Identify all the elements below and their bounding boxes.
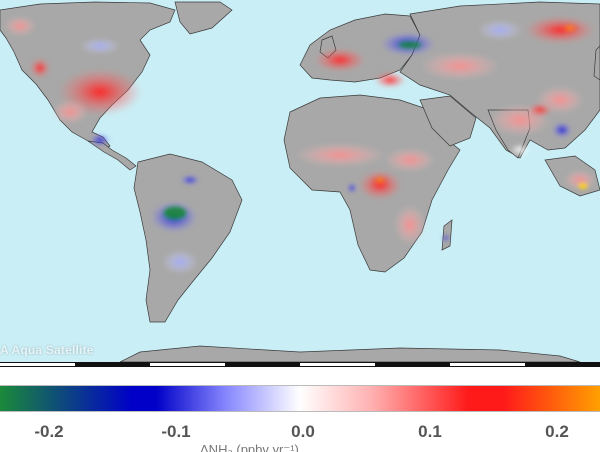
- anomaly-sahel-east: [385, 148, 435, 172]
- frame-bar-segment: [525, 362, 600, 367]
- anomaly-overlay: [4, 16, 596, 274]
- anomaly-east-africa: [394, 205, 426, 245]
- anomaly-turkey: [374, 72, 406, 88]
- colorbar-tick-label: 0.0: [291, 422, 315, 441]
- map-frame-bar: [0, 362, 600, 367]
- anomaly-se-asia: [552, 122, 572, 138]
- anomaly-indonesia: [564, 170, 596, 190]
- anomaly-mexico: [90, 134, 110, 146]
- anomaly-gulf-guinea: [347, 183, 357, 193]
- satellite-watermark: A Aqua Satellite: [0, 343, 94, 357]
- frame-bar-segment: [75, 362, 150, 367]
- japan: [593, 45, 600, 81]
- continents: [0, 1, 600, 362]
- colorbar-label: ΔNH₃ (ppbv yr⁻¹): [200, 442, 299, 452]
- anomaly-ukraine-core: [398, 41, 422, 49]
- colorbar-tick-label: -0.2: [34, 422, 64, 441]
- antarctica: [119, 345, 581, 362]
- anomaly-siberia: [524, 16, 596, 44]
- anomaly-amazon-core: [163, 206, 187, 220]
- anomaly-canada: [80, 38, 120, 54]
- anomaly-siberia-hot: [560, 23, 580, 33]
- world-map: A Aqua Satellite: [0, 0, 600, 362]
- anomaly-alaska: [4, 16, 36, 36]
- frame-bar-segment: [375, 362, 450, 367]
- anomaly-south-india: [510, 144, 530, 156]
- south-america: [133, 153, 243, 323]
- arabia: [419, 95, 477, 147]
- anomaly-central-africa-hot: [372, 175, 388, 185]
- anomaly-india-north: [528, 103, 552, 117]
- frame-bar-segment: [225, 362, 300, 367]
- colorbar-tick-label: 0.1: [418, 422, 442, 441]
- anomaly-canada-west: [30, 58, 50, 78]
- colorbar: [0, 385, 600, 412]
- greenland: [174, 1, 233, 35]
- frame-bar-segment: [450, 362, 525, 367]
- map-canvas: [0, 1, 600, 362]
- anomaly-brazil-south: [162, 250, 198, 274]
- anomaly-amazon-north: [180, 175, 200, 185]
- frame-bar-segment: [150, 362, 225, 367]
- central-america: [87, 140, 137, 171]
- anomaly-russia-red: [420, 52, 500, 80]
- frame-bar-segment: [300, 362, 375, 367]
- anomaly-madagascar-blue: [442, 234, 450, 242]
- colorbar-tick-label: 0.2: [545, 422, 569, 441]
- anomaly-sahel: [295, 143, 385, 167]
- anomaly-indonesia-hot: [578, 183, 588, 189]
- colorbar-tick-label: -0.1: [161, 422, 191, 441]
- anomaly-us-south: [52, 100, 88, 124]
- anomaly-europe-west: [314, 48, 366, 72]
- anomaly-central-asia: [478, 20, 522, 40]
- frame-bar-segment: [0, 362, 75, 367]
